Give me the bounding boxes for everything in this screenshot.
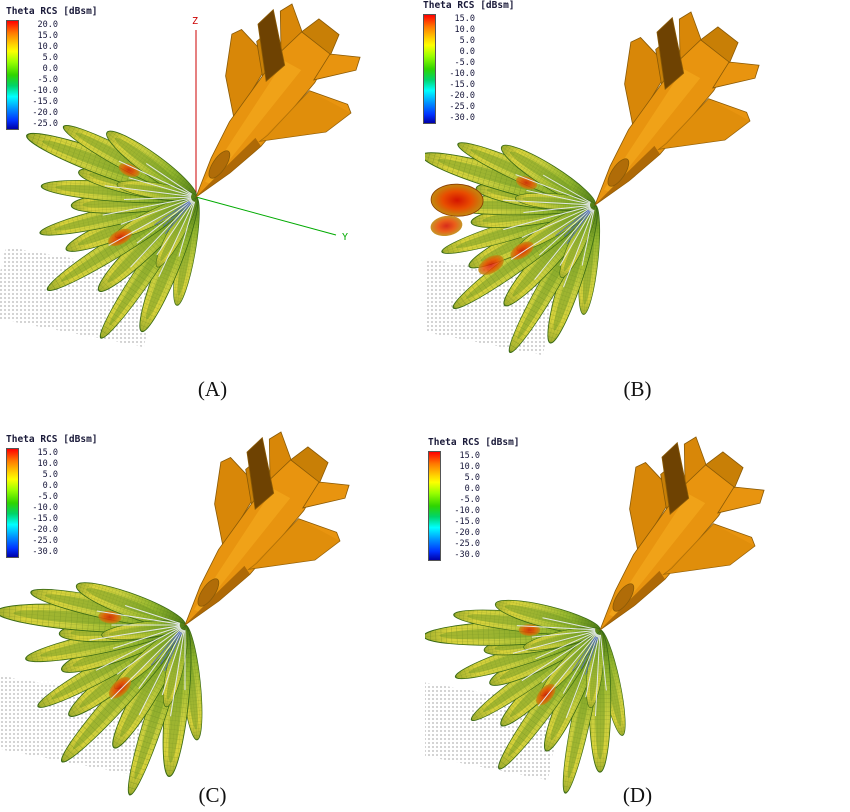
legend-tick: 10.0	[459, 462, 480, 472]
legend-tick: -5.0	[459, 495, 480, 505]
legend-tick: 15.0	[459, 451, 480, 461]
legend-tick: 10.0	[37, 42, 58, 52]
legend-title: Theta RCS [dBsm]	[428, 437, 520, 448]
z-axis-label: Z	[192, 16, 198, 27]
legend-tick: 10.0	[454, 25, 475, 35]
legend-tick: -20.0	[32, 525, 58, 535]
legend-tick: -30.0	[32, 547, 58, 557]
legend-tick: -30.0	[454, 550, 480, 560]
legend-tick: -10.0	[454, 506, 480, 516]
legend-tick: -15.0	[32, 514, 58, 524]
colorbar-ticks: 20.0 15.0 10.0 5.0 0.0 -5.0 -10.0 -15.0 -20.0 -25…	[22, 20, 58, 130]
legend-tick: -15.0	[32, 97, 58, 107]
legend-tick: -15.0	[454, 517, 480, 527]
rcs-plot-a: Z Y	[0, 0, 385, 406]
colorbar-legend: Theta RCS [dBsm] 15.0 10.0 5.0 0.0 -5.0 -10.0…	[6, 434, 98, 558]
legend-tick: -5.0	[37, 75, 58, 85]
colorbar	[6, 20, 19, 130]
legend-tick: -15.0	[449, 80, 475, 90]
legend-tick: -5.0	[454, 58, 475, 68]
legend-tick: -25.0	[449, 102, 475, 112]
legend-tick: -10.0	[449, 69, 475, 79]
legend-tick: 0.0	[464, 484, 480, 494]
legend-tick: -20.0	[32, 108, 58, 118]
legend-tick: 5.0	[42, 53, 58, 63]
legend-tick: 5.0	[459, 36, 475, 46]
panel-b: Theta RCS [dBsm] 15.0 10.0 5.0 0.0 -5.0 -10.0…	[423, 0, 850, 406]
legend-tick: -25.0	[32, 119, 58, 129]
colorbar-legend: Theta RCS [dBsm] 20.0 15.0 10.0 5.0 0.0 -5.0-…	[6, 6, 98, 130]
legend-tick: 15.0	[37, 448, 58, 458]
panel-caption: (A)	[197, 377, 228, 401]
legend-tick: -30.0	[449, 113, 475, 123]
legend-tick: -20.0	[449, 91, 475, 101]
legend-tick: 15.0	[454, 14, 475, 24]
colorbar	[423, 14, 436, 124]
legend-tick: 0.0	[459, 47, 475, 57]
rcs-plot-b	[425, 0, 784, 406]
legend-tick: 0.0	[42, 481, 58, 491]
legend-tick: 10.0	[37, 459, 58, 469]
legend-title: Theta RCS [dBsm]	[6, 6, 98, 17]
panel-c: Theta RCS [dBsm] 15.0 10.0 5.0 0.0 -5.0 -10.0…	[0, 406, 425, 812]
colorbar-legend: Theta RCS [dBsm] 15.0 10.0 5.0 0.0 -5.0 -10.0…	[428, 437, 520, 561]
colorbar	[428, 451, 441, 561]
legend-tick: -10.0	[32, 503, 58, 513]
colorbar-ticks: 15.0 10.0 5.0 0.0 -5.0 -10.0 -15.0 -20.0 -25.0 -3…	[439, 14, 475, 124]
panel-caption: (D)	[622, 783, 653, 807]
legend-tick: 5.0	[42, 470, 58, 480]
legend-title: Theta RCS [dBsm]	[6, 434, 98, 445]
colorbar-legend: Theta RCS [dBsm] 15.0 10.0 5.0 0.0 -5.0 -10.0…	[423, 0, 515, 124]
legend-tick: -25.0	[32, 536, 58, 546]
legend-tick: -5.0	[37, 492, 58, 502]
y-axis-label: Y	[342, 232, 348, 243]
legend-tick: 0.0	[42, 64, 58, 74]
legend-tick: 20.0	[37, 20, 58, 30]
y-axis	[195, 196, 337, 236]
legend-tick: 5.0	[464, 473, 480, 483]
legend-tick: 15.0	[37, 31, 58, 41]
legend-tick: -25.0	[454, 539, 480, 549]
colorbar-ticks: 15.0 10.0 5.0 0.0 -5.0 -10.0 -15.0 -20.0 -25.0 -3…	[22, 448, 58, 558]
panel-d: Theta RCS [dBsm] 15.0 10.0 5.0 0.0 -5.0 -10.0…	[425, 406, 850, 812]
panel-a: Z Y Theta RCS [dBsm] 20.0 15.0 10.0 5.0 0.0-…	[0, 0, 425, 406]
colorbar-ticks: 15.0 10.0 5.0 0.0 -5.0 -10.0 -15.0 -20.0 -25.0 -3…	[444, 451, 480, 561]
legend-title: Theta RCS [dBsm]	[423, 0, 515, 11]
panel-caption: (B)	[623, 377, 652, 401]
legend-tick: -20.0	[454, 528, 480, 538]
colorbar	[6, 448, 19, 558]
hotspot-lobes	[430, 183, 504, 275]
legend-tick: -10.0	[32, 86, 58, 96]
panel-caption: (C)	[198, 783, 227, 807]
